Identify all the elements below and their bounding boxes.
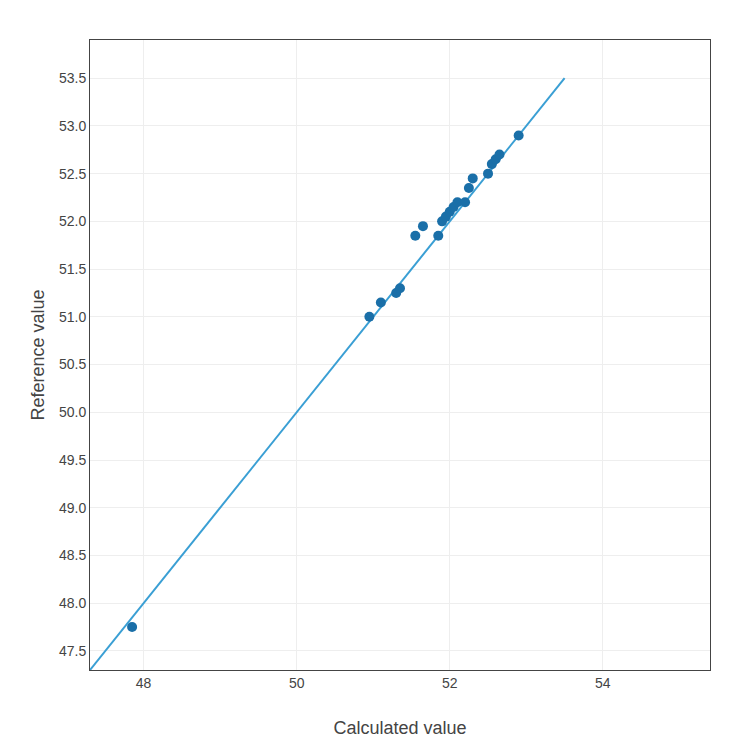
svg-text:50.0: 50.0	[59, 404, 86, 420]
svg-text:51.0: 51.0	[59, 309, 86, 325]
svg-text:53.5: 53.5	[59, 70, 86, 86]
svg-text:52.0: 52.0	[59, 213, 86, 229]
svg-text:49.5: 49.5	[59, 452, 86, 468]
svg-text:50: 50	[289, 675, 305, 691]
svg-text:Calculated value: Calculated value	[333, 718, 466, 738]
svg-text:52: 52	[442, 675, 458, 691]
svg-text:47.5: 47.5	[59, 643, 86, 659]
svg-text:48.5: 48.5	[59, 547, 86, 563]
svg-text:48.0: 48.0	[59, 595, 86, 611]
svg-text:Reference value: Reference value	[28, 289, 48, 420]
svg-text:53.0: 53.0	[59, 118, 86, 134]
svg-text:48: 48	[136, 675, 152, 691]
svg-text:52.5: 52.5	[59, 166, 86, 182]
svg-text:49.0: 49.0	[59, 500, 86, 516]
svg-text:51.5: 51.5	[59, 261, 86, 277]
svg-text:54: 54	[595, 675, 611, 691]
svg-text:50.5: 50.5	[59, 356, 86, 372]
